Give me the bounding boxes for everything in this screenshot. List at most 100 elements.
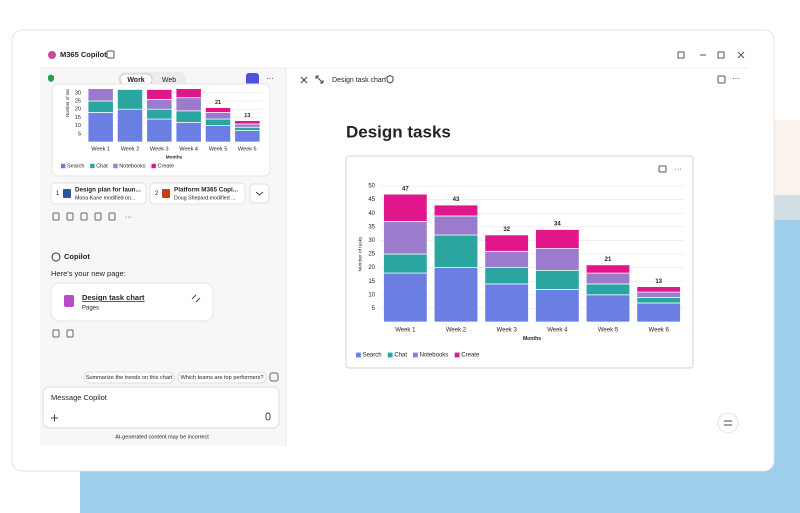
chevron bbox=[255, 191, 264, 196]
x-tick-label: Week 1 bbox=[91, 147, 110, 153]
legend-swatch bbox=[454, 352, 460, 358]
close[interactable] bbox=[737, 51, 745, 59]
page-card[interactable] bbox=[50, 282, 214, 322]
dislike[interactable] bbox=[66, 329, 74, 338]
legend-swatch bbox=[90, 163, 95, 169]
bar-segment bbox=[175, 121, 202, 143]
new-chat[interactable] bbox=[246, 73, 259, 86]
total-label: 34 bbox=[554, 222, 561, 228]
edit[interactable] bbox=[66, 212, 74, 221]
total-label: 21 bbox=[215, 100, 221, 106]
document-card[interactable] bbox=[50, 182, 147, 205]
maximize[interactable] bbox=[717, 51, 725, 59]
bar-segment bbox=[636, 291, 681, 298]
main-chart: 5 10 15 20 25 30 35 40 45 50 47 Week 1 43 Week 2 32 Wee… bbox=[356, 184, 684, 359]
x-tick-label: Week 5 bbox=[209, 147, 228, 153]
window-controls bbox=[677, 51, 745, 59]
x-tick-label: Week 3 bbox=[150, 147, 169, 153]
input-placeholder[interactable]: Message Copilot bbox=[51, 393, 108, 402]
input[interactable] bbox=[42, 386, 280, 429]
sidebar-toggle[interactable] bbox=[106, 50, 115, 59]
suggestion[interactable]: Summarize the trends on this chart bbox=[86, 375, 173, 381]
bar-segment bbox=[484, 234, 529, 252]
copilot-icon bbox=[51, 252, 61, 262]
more[interactable]: ··· bbox=[675, 166, 682, 173]
bar-segment bbox=[234, 123, 261, 128]
legend-swatch bbox=[356, 352, 361, 358]
collapse[interactable] bbox=[191, 294, 201, 303]
sensitivity[interactable] bbox=[386, 74, 394, 84]
y-tick-label: 20 bbox=[368, 265, 375, 271]
y-tick-label: 5 bbox=[372, 306, 376, 312]
expand-docs[interactable] bbox=[249, 183, 270, 204]
bar-segment bbox=[205, 112, 231, 120]
more[interactable]: ··· bbox=[125, 214, 132, 221]
x-axis-label: Months bbox=[166, 155, 183, 160]
tab[interactable]: Web bbox=[162, 77, 176, 84]
legend-swatch bbox=[387, 352, 393, 358]
bar-segment bbox=[383, 221, 428, 255]
shield bbox=[48, 74, 54, 82]
like[interactable] bbox=[94, 212, 102, 221]
x-tick-label: Week 6 bbox=[238, 147, 257, 153]
y-tick-label: 50 bbox=[368, 184, 375, 190]
bar-segment bbox=[87, 100, 114, 113]
page-card-subtitle: Pages bbox=[82, 306, 99, 312]
bar-segment bbox=[234, 130, 261, 143]
more[interactable]: ··· bbox=[732, 74, 740, 83]
prompts-icon[interactable] bbox=[269, 372, 279, 382]
share[interactable] bbox=[717, 75, 726, 84]
page-card-title[interactable]: Design task chart bbox=[82, 293, 145, 302]
expand-page[interactable] bbox=[315, 75, 324, 84]
y-tick-label: 35 bbox=[368, 224, 375, 230]
x-tick-label: Week 4 bbox=[179, 147, 198, 153]
message: Here's your new page: bbox=[51, 269, 126, 278]
x-tick-label: Week 3 bbox=[497, 327, 518, 333]
bar-segment bbox=[585, 264, 631, 274]
document-title: Design plan for laun... bbox=[75, 187, 141, 194]
bar-segment bbox=[484, 283, 529, 323]
bar-segment bbox=[585, 283, 631, 296]
bar-segment bbox=[484, 267, 529, 285]
bar-segment bbox=[117, 108, 143, 143]
chart-action[interactable] bbox=[658, 165, 667, 173]
bar-segment bbox=[205, 107, 231, 113]
bar-segment bbox=[585, 272, 631, 285]
dislike[interactable] bbox=[108, 212, 116, 221]
y-tick-label: 10 bbox=[368, 292, 375, 298]
legend-label: Notebooks bbox=[119, 163, 146, 169]
more[interactable]: ··· bbox=[266, 74, 274, 83]
close-page[interactable] bbox=[300, 76, 308, 84]
legend-label: Search bbox=[67, 163, 84, 169]
disclaimer: AI-generated content may be incorrect bbox=[115, 434, 209, 440]
like[interactable] bbox=[52, 329, 60, 338]
suggestion-chip[interactable] bbox=[83, 371, 175, 384]
suggestion-chip[interactable] bbox=[177, 371, 267, 384]
mic[interactable] bbox=[265, 412, 271, 421]
document-card[interactable] bbox=[149, 182, 246, 205]
legend-label: Search bbox=[363, 353, 382, 359]
bar-segment bbox=[234, 120, 261, 125]
bar-segment bbox=[535, 229, 580, 249]
restore[interactable] bbox=[677, 51, 685, 59]
bar-segment bbox=[175, 89, 202, 99]
suggestions: Summarize the trends on this chart Which … bbox=[83, 371, 267, 384]
share[interactable] bbox=[80, 212, 88, 221]
total-label: 21 bbox=[605, 257, 612, 263]
suggestion[interactable]: Which teams are top performers? bbox=[180, 375, 263, 381]
tab[interactable]: Work bbox=[127, 77, 144, 84]
fab[interactable] bbox=[717, 412, 739, 434]
bar-segment bbox=[146, 99, 173, 110]
bar-segment bbox=[87, 112, 114, 143]
y-tick-label: 5 bbox=[78, 131, 81, 137]
total-label: 43 bbox=[453, 197, 460, 203]
page-header: Design task chart bbox=[332, 77, 386, 84]
x-tick-label: Week 2 bbox=[446, 327, 467, 333]
pages-icon bbox=[64, 295, 74, 307]
attach[interactable] bbox=[51, 414, 58, 422]
bar-segment bbox=[433, 234, 479, 268]
bar-segment bbox=[234, 126, 261, 131]
copy[interactable] bbox=[52, 212, 60, 221]
